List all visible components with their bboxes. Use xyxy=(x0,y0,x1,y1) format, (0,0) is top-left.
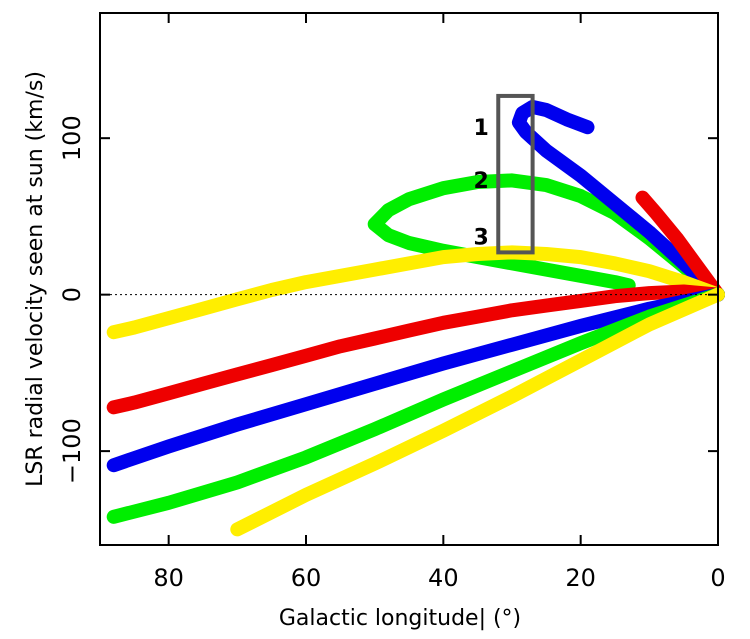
series-curve-7 xyxy=(230,287,725,537)
annotation-label-2: 2 xyxy=(473,169,488,194)
series-curve-1 xyxy=(511,99,725,302)
series-curve-0 xyxy=(367,173,725,302)
x-tick-label-3: 20 xyxy=(565,564,596,592)
annotation-label-1: 1 xyxy=(473,116,488,141)
plot-frame xyxy=(99,12,719,546)
series-curve-3 xyxy=(106,245,725,340)
x-tick-label-1: 60 xyxy=(291,564,322,592)
y-axis-label: LSR radial velocity seen at sun (km/s) xyxy=(23,71,48,487)
y-tick-label-2: −100 xyxy=(58,418,86,484)
series-curve-5 xyxy=(106,287,725,473)
x-tick-label-4: 0 xyxy=(710,564,725,592)
highlight-box xyxy=(496,93,535,255)
x-axis-label: Galactic longitude| (°) xyxy=(279,606,521,631)
x-tick-label-2: 40 xyxy=(428,564,459,592)
x-tick-label-0: 80 xyxy=(153,564,184,592)
y-tick-label-0: 100 xyxy=(58,115,86,161)
annotation-label-3: 3 xyxy=(473,225,488,250)
series-curve-4 xyxy=(106,284,725,415)
y-tick-label-1: 0 xyxy=(58,287,86,302)
series-curve-2 xyxy=(635,190,725,302)
annotation-layer: 1 2 3 xyxy=(100,93,718,296)
series-curve-6 xyxy=(106,287,725,524)
series-layer xyxy=(106,99,725,537)
